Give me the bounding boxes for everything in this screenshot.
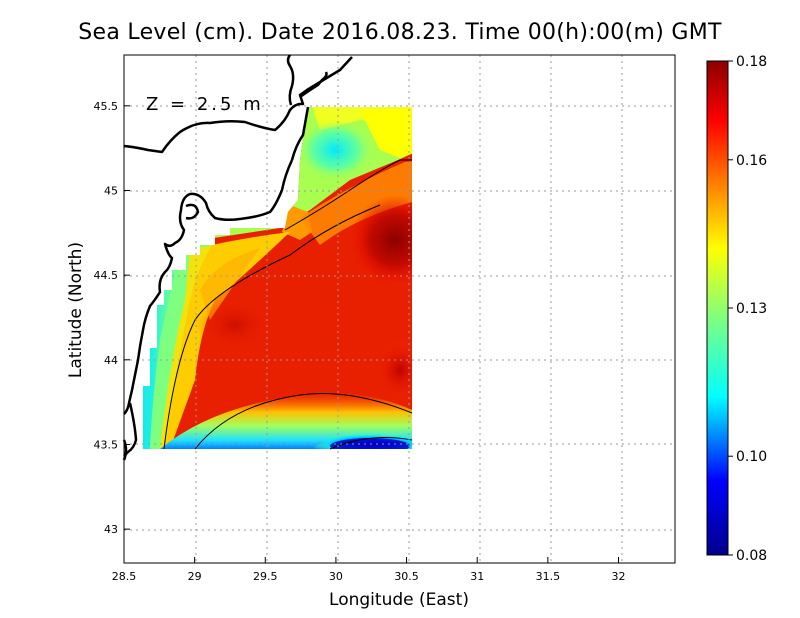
y-tick-label: 43 bbox=[104, 523, 118, 536]
plot-frame bbox=[123, 54, 676, 564]
x-tick-label: 29 bbox=[188, 570, 202, 583]
y-axis-label: Latitude (North) bbox=[66, 241, 86, 379]
colorbar-tick-label: 0.08 bbox=[736, 548, 767, 564]
x-tick-label: 28.5 bbox=[112, 570, 137, 583]
colorbar-ticks: 0.08 0.10 0.13 0.16 0.18 bbox=[728, 54, 767, 564]
x-tick-label: 30 bbox=[329, 570, 343, 583]
depth-label: Z = 2.5 m bbox=[146, 94, 264, 115]
x-tick-label: 30.5 bbox=[394, 570, 419, 583]
colorbar-tick-label: 0.16 bbox=[736, 153, 767, 169]
colorbar-tick-label: 0.18 bbox=[736, 54, 767, 70]
x-tick-label: 29.5 bbox=[253, 570, 278, 583]
x-axis-label: Longitude (East) bbox=[329, 590, 469, 610]
y-tick-label: 44 bbox=[104, 354, 118, 367]
y-tick-label: 44.5 bbox=[94, 269, 119, 282]
y-tick-label: 45.5 bbox=[94, 100, 119, 113]
x-tick-label: 32 bbox=[611, 570, 625, 583]
y-tick-label: 45 bbox=[104, 184, 118, 197]
colorbar-tick-label: 0.13 bbox=[736, 301, 767, 317]
colorbar-tick-label: 0.10 bbox=[736, 449, 767, 465]
x-tick-label: 31 bbox=[470, 570, 484, 583]
y-tick-label: 43.5 bbox=[94, 438, 119, 451]
grid bbox=[124, 55, 675, 563]
y-ticks: 43 43.5 44 44.5 45 45.5 bbox=[94, 100, 130, 536]
contour-lines bbox=[163, 159, 413, 450]
chart-title: Sea Level (cm). Date 2016.08.23. Time 00… bbox=[78, 20, 722, 45]
x-tick-label: 31.5 bbox=[536, 570, 561, 583]
coastline bbox=[122, 54, 353, 461]
x-ticks: 28.5 29 29.5 30 30.5 31 31.5 32 bbox=[112, 557, 625, 583]
colorbar bbox=[706, 60, 729, 556]
